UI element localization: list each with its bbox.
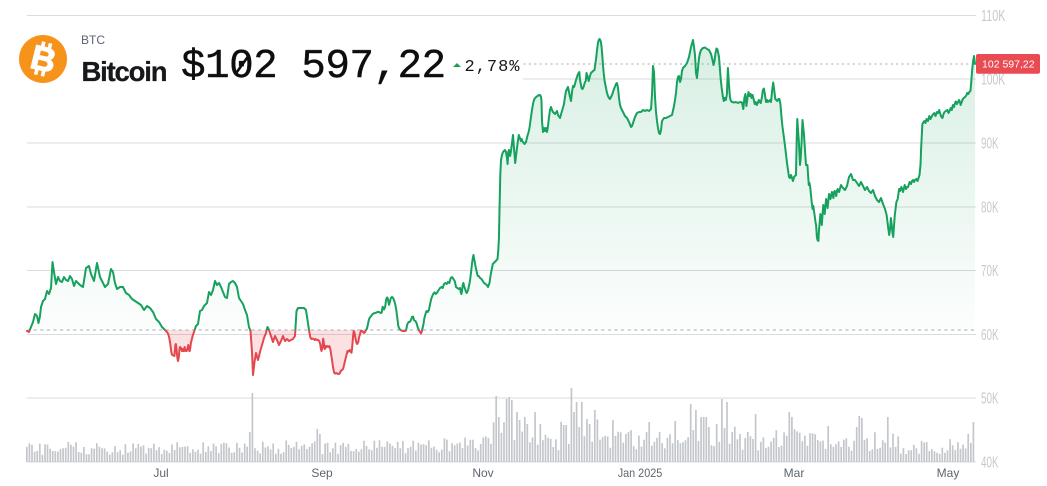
svg-text:40K: 40K [981, 455, 999, 472]
svg-text:100K: 100K [981, 72, 1005, 89]
svg-text:70K: 70K [981, 263, 999, 280]
svg-text:Nov: Nov [472, 466, 493, 480]
svg-text:110K: 110K [981, 8, 1006, 25]
svg-text:May: May [937, 466, 960, 480]
svg-text:102 597,22: 102 597,22 [982, 59, 1035, 71]
svg-text:60K: 60K [981, 327, 999, 344]
svg-text:Jan 2025: Jan 2025 [618, 466, 663, 480]
svg-text:50K: 50K [981, 391, 999, 408]
svg-text:Mar: Mar [784, 466, 805, 480]
svg-text:Sep: Sep [311, 466, 333, 480]
svg-text:80K: 80K [981, 200, 999, 217]
svg-text:Jul: Jul [153, 466, 168, 480]
svg-text:90K: 90K [981, 136, 999, 153]
